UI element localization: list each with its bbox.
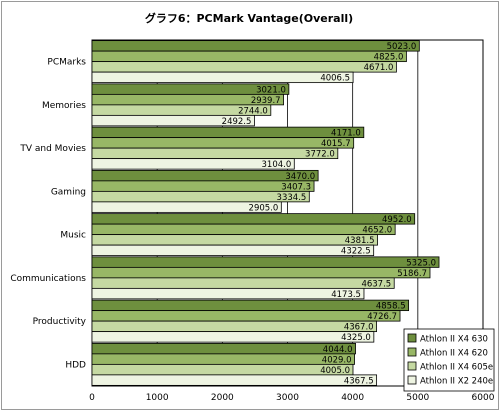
- bar: [91, 244, 375, 257]
- data-label: 4044.0: [323, 345, 353, 355]
- bar: [91, 223, 396, 236]
- bar: [91, 50, 407, 63]
- legend: Athlon II X4 630 Athlon II X4 620 Athlon I…: [403, 328, 495, 392]
- bar: [91, 331, 375, 343]
- data-label: 5023.0: [387, 42, 417, 52]
- bar: [91, 277, 395, 289]
- data-label: 3021.0: [256, 85, 286, 95]
- data-label: 4015.7: [321, 139, 351, 149]
- data-label: 4367.0: [344, 323, 374, 333]
- bar: [91, 342, 356, 355]
- x-tick-label: 3000: [276, 393, 299, 403]
- bar: [91, 363, 354, 376]
- category-label: Memories: [42, 101, 86, 111]
- bar: [91, 114, 255, 127]
- bar: [91, 256, 440, 268]
- bar: [91, 374, 378, 386]
- data-label: 3334.5: [277, 193, 307, 203]
- data-label: 4825.0: [374, 53, 404, 63]
- category-label: HDD: [65, 360, 86, 370]
- data-label: 3407.3: [281, 182, 311, 192]
- data-label: 3104.0: [262, 160, 292, 170]
- data-label: 3470.0: [285, 172, 315, 182]
- bar: [91, 158, 295, 170]
- chart-title: グラフ6：PCMark Vantage(Overall): [145, 11, 353, 25]
- bar: [91, 353, 355, 365]
- bar: [91, 320, 377, 333]
- data-label: 4726.7: [367, 312, 397, 322]
- legend-swatch: [407, 347, 417, 357]
- data-label: 4637.5: [361, 279, 391, 289]
- data-label: 4173.5: [331, 290, 361, 300]
- bar: [91, 40, 420, 52]
- data-label: 4171.0: [331, 129, 361, 139]
- data-label: 5186.7: [397, 269, 427, 279]
- data-label: 3772.0: [305, 150, 335, 160]
- category-label: Productivity: [33, 317, 87, 327]
- legend-box: [403, 328, 495, 392]
- bar: [91, 147, 339, 160]
- data-label: 4652.0: [362, 226, 392, 236]
- bar: [91, 310, 401, 322]
- bar: [91, 287, 365, 300]
- data-label: 4005.0: [320, 366, 350, 376]
- x-tick-label: 6000: [472, 393, 495, 403]
- x-tick-label: 5000: [406, 393, 429, 403]
- category-label: Communications: [10, 274, 86, 284]
- axes: 0 1000 2000 3000 4000 5000 6000 PCMarks Memories…: [10, 58, 494, 403]
- bar: [91, 299, 410, 312]
- category-label: PCMarks: [47, 58, 86, 68]
- data-label: 2492.5: [222, 117, 252, 127]
- bar: [91, 266, 431, 279]
- x-tick-label: 1000: [146, 393, 169, 403]
- data-label: 2905.0: [249, 203, 279, 213]
- bar: [91, 169, 319, 182]
- data-label: 4367.5: [344, 376, 374, 386]
- bar: [91, 201, 282, 213]
- category-label: Gaming: [51, 187, 86, 197]
- legend-swatch: [407, 375, 417, 385]
- data-label: 2744.0: [238, 106, 268, 116]
- legend-label: Athlon II X4 620: [420, 349, 488, 359]
- legend-label: Athlon II X2 240e: [420, 377, 493, 387]
- data-label: 4006.5: [320, 74, 350, 84]
- bar: [91, 234, 378, 246]
- category-label: TV and Movies: [19, 144, 86, 154]
- bar: [91, 61, 397, 73]
- bar: [91, 213, 416, 225]
- bar: [91, 126, 365, 139]
- bars: [91, 40, 440, 386]
- legend-swatch: [407, 333, 417, 343]
- bar: [91, 71, 354, 84]
- data-label: 4858.5: [376, 302, 406, 312]
- data-label: 4322.5: [341, 247, 371, 257]
- data-label: 5325.0: [406, 258, 436, 268]
- category-label: Music: [60, 231, 86, 241]
- x-tick-label: 2000: [211, 393, 234, 403]
- x-tick-label: 4000: [341, 393, 364, 403]
- data-label: 2939.7: [251, 96, 281, 106]
- data-label: 4029.0: [322, 355, 352, 365]
- legend-label: Athlon II X4 605e: [420, 363, 493, 373]
- data-label: 4325.0: [341, 333, 371, 343]
- data-label: 4671.0: [364, 63, 394, 73]
- data-label: 4381.5: [345, 236, 375, 246]
- x-tick-label: 0: [89, 393, 95, 403]
- data-label: 4952.0: [382, 215, 412, 225]
- legend-label: Athlon II X4 630: [420, 335, 488, 345]
- bar: [91, 137, 355, 149]
- legend-swatch: [407, 361, 417, 371]
